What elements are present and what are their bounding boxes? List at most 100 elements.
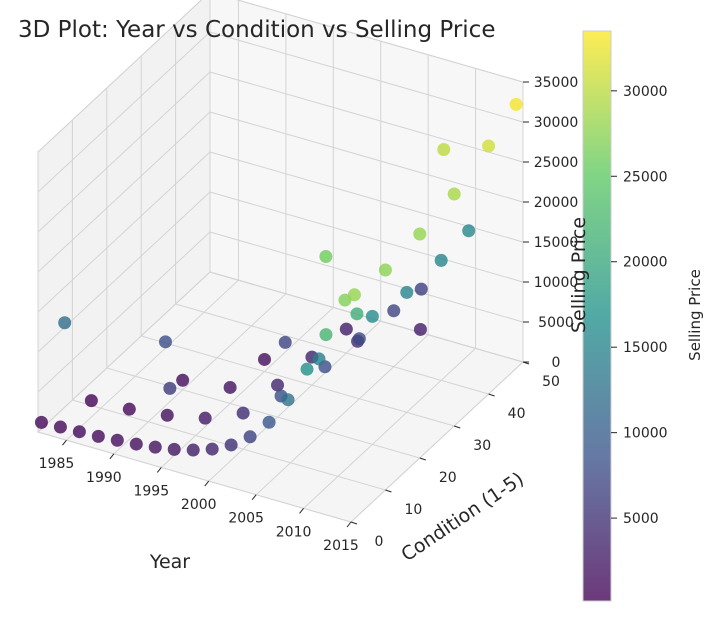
data-point — [400, 285, 414, 299]
grid-line-z — [37, 71, 211, 233]
z-tick-label: 15000 — [534, 235, 579, 251]
colorbar-tick-label: 10000 — [623, 426, 668, 442]
data-point — [387, 304, 401, 318]
colorbar-ticks: 5000 10000 15000 20000 25000 30000 — [611, 84, 668, 527]
data-point — [91, 429, 105, 443]
grid-line-z — [37, 0, 203, 153]
data-point — [160, 408, 174, 422]
data-point — [414, 282, 428, 296]
data-point — [236, 406, 250, 420]
data-point — [84, 394, 98, 408]
grid-line-z — [209, 111, 524, 203]
y-tick-mark — [385, 489, 392, 493]
x-tick-label: 1985 — [39, 456, 75, 472]
data-point — [176, 373, 190, 387]
x-tick-mark — [204, 480, 210, 487]
data-point — [58, 316, 72, 330]
grid-line-x — [66, 279, 239, 441]
grid-line-z — [37, 151, 211, 313]
data-point — [224, 438, 238, 452]
x-tick-mark — [251, 494, 257, 501]
grid-line-y — [141, 335, 455, 427]
z-tick-label: 10000 — [534, 275, 579, 291]
data-point — [434, 253, 448, 267]
grid-line-x — [113, 293, 287, 455]
data-point — [350, 307, 364, 321]
data-point — [447, 187, 461, 201]
colorbar-tick-label: 30000 — [623, 84, 668, 100]
scatter-points — [34, 97, 523, 457]
grid-line-y — [175, 303, 489, 395]
x-tick-label: 2000 — [181, 497, 217, 513]
grid-line-x — [255, 334, 429, 496]
data-point — [186, 443, 200, 457]
data-point — [72, 425, 86, 439]
colorbar-tick-label: 15000 — [623, 340, 668, 356]
chart-title: 3D Plot: Year vs Condition vs Selling Pr… — [18, 17, 495, 43]
z-tick-label: 25000 — [534, 155, 579, 171]
data-point — [319, 328, 333, 342]
x-tick-mark — [299, 508, 304, 514]
grid-line-y — [106, 367, 420, 459]
y-tick-label: 40 — [508, 406, 526, 422]
data-point — [262, 415, 276, 429]
y-tick-mark — [454, 425, 461, 429]
grid-line-x — [160, 307, 334, 468]
z-tick-label: 20000 — [534, 195, 579, 211]
data-point — [462, 224, 476, 238]
data-point — [148, 440, 162, 454]
data-point — [365, 309, 379, 323]
colorbar-gradient — [582, 30, 612, 602]
grid-line-z — [236, 0, 524, 83]
z-tick-label: 30000 — [534, 115, 579, 131]
data-point — [129, 437, 143, 451]
data-point — [122, 402, 136, 416]
z-tick-label: 35000 — [534, 75, 579, 91]
grid-line-x — [303, 347, 476, 509]
data-point — [509, 97, 523, 111]
data-point — [271, 378, 285, 392]
data-point — [339, 322, 353, 336]
data-point — [347, 288, 361, 302]
data-point — [319, 250, 333, 264]
data-point — [482, 139, 496, 153]
z-tick-label: 0 — [552, 355, 561, 371]
y-tick-mark — [488, 393, 495, 397]
data-point — [378, 263, 392, 277]
y-tick-label: 0 — [375, 534, 384, 550]
data-point — [243, 430, 257, 444]
y-tick-label: 10 — [404, 502, 422, 518]
data-point — [278, 335, 292, 349]
data-point — [312, 352, 326, 366]
x-tick-mark — [346, 521, 352, 528]
data-point — [413, 227, 427, 241]
data-point — [163, 381, 177, 395]
grid-line-z — [209, 231, 524, 323]
colorbar-tick-label: 20000 — [623, 255, 668, 271]
x-tick-label: 2010 — [276, 524, 312, 540]
data-point — [110, 433, 124, 447]
x-tick-mark — [109, 453, 115, 460]
axes-grid — [37, 0, 524, 523]
x-tick-label: 2015 — [323, 538, 359, 554]
grid-line-x — [350, 361, 524, 523]
data-point — [158, 335, 172, 349]
data-point — [223, 380, 237, 394]
x-tick-mark — [62, 439, 67, 446]
grid-line-z — [37, 31, 211, 193]
grid-line-z — [209, 71, 524, 163]
data-point — [198, 411, 212, 425]
data-point — [281, 393, 295, 407]
data-point — [413, 322, 427, 336]
data-point — [437, 142, 451, 156]
grid-line-z — [37, 271, 211, 433]
data-point — [338, 293, 352, 307]
z-tick-label: 5000 — [538, 315, 574, 331]
colorbar-label: Selling Price — [686, 269, 704, 361]
z-axis-label: Selling Price — [568, 217, 590, 333]
data-point — [300, 362, 314, 376]
data-point — [352, 332, 366, 346]
y-tick-mark — [419, 457, 426, 461]
